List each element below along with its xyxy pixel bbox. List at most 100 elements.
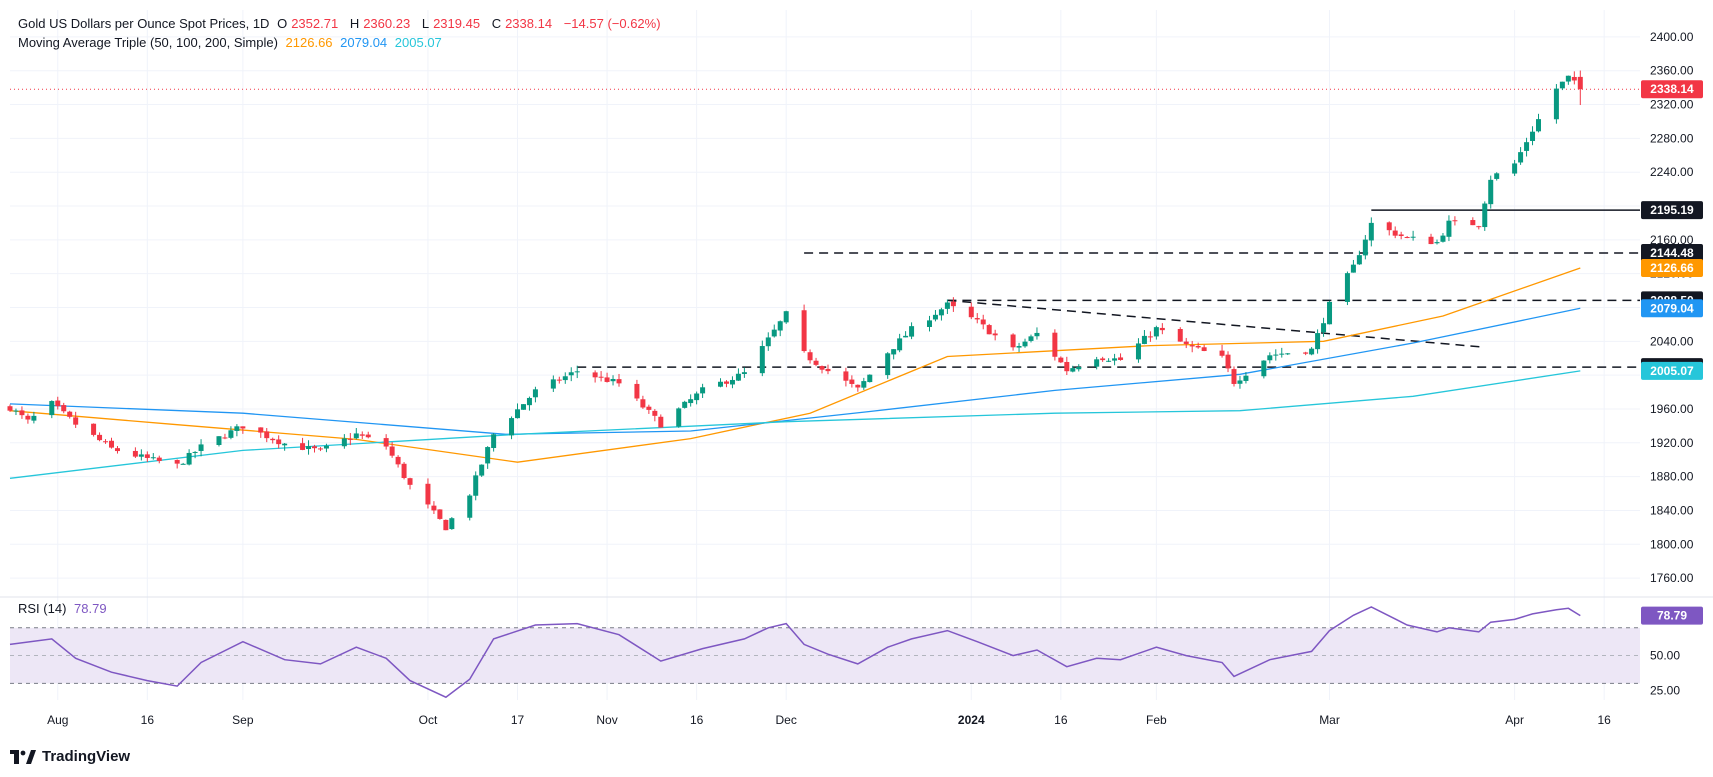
candle[interactable] bbox=[1321, 317, 1327, 337]
tradingview-logo[interactable]: TradingView bbox=[10, 748, 130, 765]
candle[interactable] bbox=[974, 313, 980, 324]
candle[interactable] bbox=[1195, 342, 1201, 349]
candle[interactable] bbox=[132, 447, 138, 458]
candle[interactable] bbox=[1434, 239, 1440, 245]
candle[interactable] bbox=[944, 299, 950, 315]
candle[interactable] bbox=[1470, 217, 1476, 226]
candle[interactable] bbox=[718, 378, 724, 388]
candle[interactable] bbox=[909, 322, 915, 340]
candle[interactable] bbox=[431, 501, 437, 514]
candle[interactable] bbox=[144, 451, 150, 463]
candle[interactable] bbox=[1034, 327, 1040, 340]
candle[interactable] bbox=[867, 374, 873, 383]
candle[interactable] bbox=[783, 310, 789, 324]
candle[interactable] bbox=[1285, 353, 1291, 356]
candle[interactable] bbox=[1410, 230, 1416, 241]
candle[interactable] bbox=[1028, 334, 1034, 343]
candle[interactable] bbox=[1141, 330, 1147, 345]
candle[interactable] bbox=[97, 432, 103, 442]
candle[interactable] bbox=[317, 447, 323, 452]
candle[interactable] bbox=[395, 455, 401, 468]
candle[interactable] bbox=[1231, 366, 1237, 387]
candle[interactable] bbox=[938, 307, 944, 321]
candle[interactable] bbox=[777, 320, 783, 337]
candle[interactable] bbox=[532, 386, 538, 403]
candle[interactable] bbox=[825, 364, 831, 375]
candle[interactable] bbox=[1177, 327, 1183, 342]
candle[interactable] bbox=[926, 315, 932, 332]
candle[interactable] bbox=[849, 375, 855, 388]
candle[interactable] bbox=[1518, 147, 1524, 165]
candle[interactable] bbox=[1094, 356, 1100, 370]
candle[interactable] bbox=[49, 400, 55, 419]
candle[interactable] bbox=[592, 370, 598, 383]
candle[interactable] bbox=[741, 367, 747, 378]
candle[interactable] bbox=[306, 440, 312, 455]
candle[interactable] bbox=[1553, 84, 1559, 124]
candle[interactable] bbox=[1279, 347, 1285, 358]
candle[interactable] bbox=[1070, 365, 1076, 373]
candle[interactable] bbox=[1016, 342, 1022, 353]
candle[interactable] bbox=[616, 373, 622, 387]
candle[interactable] bbox=[520, 404, 526, 410]
candle[interactable] bbox=[276, 435, 282, 449]
candle[interactable] bbox=[1440, 233, 1446, 243]
candle[interactable] bbox=[932, 310, 938, 322]
candle[interactable] bbox=[407, 477, 413, 490]
candle[interactable] bbox=[1535, 113, 1541, 133]
candle[interactable] bbox=[676, 407, 682, 428]
candle[interactable] bbox=[180, 462, 186, 465]
candle[interactable] bbox=[300, 437, 306, 451]
candle[interactable] bbox=[1022, 338, 1028, 348]
candle[interactable] bbox=[138, 449, 144, 461]
candle[interactable] bbox=[1356, 250, 1362, 265]
candle[interactable] bbox=[1243, 372, 1249, 384]
candle[interactable] bbox=[103, 439, 109, 444]
candle[interactable] bbox=[1482, 201, 1488, 231]
candle[interactable] bbox=[323, 443, 329, 453]
candle[interactable] bbox=[1309, 347, 1315, 356]
candle[interactable] bbox=[1476, 225, 1482, 230]
candle[interactable] bbox=[359, 431, 365, 440]
candle[interactable] bbox=[216, 436, 222, 447]
candle[interactable] bbox=[234, 424, 240, 437]
candle[interactable] bbox=[1076, 364, 1082, 372]
candle[interactable] bbox=[270, 437, 276, 444]
candle[interactable] bbox=[986, 323, 992, 335]
candle[interactable] bbox=[156, 455, 162, 464]
candle[interactable] bbox=[312, 444, 318, 453]
candle[interactable] bbox=[556, 376, 562, 384]
candle[interactable] bbox=[1368, 217, 1374, 247]
candle[interactable] bbox=[240, 426, 246, 434]
candle[interactable] bbox=[1237, 375, 1243, 389]
candle[interactable] bbox=[365, 431, 371, 439]
candle[interactable] bbox=[1571, 71, 1577, 85]
candle[interactable] bbox=[1112, 353, 1118, 366]
candle[interactable] bbox=[1398, 231, 1404, 240]
candle[interactable] bbox=[401, 462, 407, 480]
candle[interactable] bbox=[1565, 75, 1571, 85]
candle[interactable] bbox=[473, 471, 479, 501]
candle[interactable] bbox=[682, 400, 688, 409]
rsi-legend-title[interactable]: RSI (14) bbox=[18, 601, 67, 616]
candle[interactable] bbox=[950, 297, 956, 312]
candle[interactable] bbox=[258, 427, 264, 438]
candle[interactable] bbox=[192, 451, 198, 459]
candle[interactable] bbox=[646, 404, 652, 414]
candle[interactable] bbox=[1559, 81, 1565, 91]
symbol-title[interactable]: Gold US Dollars per Ounce Spot Prices, 1… bbox=[18, 16, 270, 31]
candle[interactable] bbox=[1106, 358, 1112, 363]
candle[interactable] bbox=[25, 413, 31, 424]
candle[interactable] bbox=[1135, 338, 1141, 363]
candle[interactable] bbox=[604, 372, 610, 383]
candle[interactable] bbox=[1494, 172, 1500, 181]
candle[interactable] bbox=[389, 442, 395, 458]
candle[interactable] bbox=[341, 434, 347, 449]
candle[interactable] bbox=[467, 494, 473, 521]
candle[interactable] bbox=[652, 409, 658, 422]
candle[interactable] bbox=[574, 365, 580, 379]
candle[interactable] bbox=[634, 379, 640, 402]
candle[interactable] bbox=[891, 349, 897, 360]
candle[interactable] bbox=[479, 464, 485, 477]
